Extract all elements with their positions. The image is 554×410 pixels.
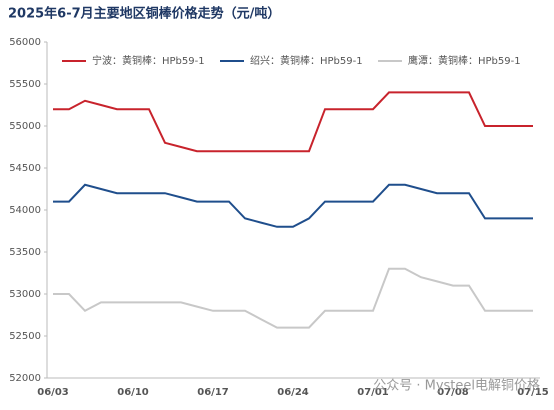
y-tick-label: 55000 (9, 121, 41, 132)
legend-label: 宁波：黄铜棒：HPb59-1 (92, 54, 205, 67)
y-tick-label: 52000 (9, 373, 41, 384)
x-tick-label: 06/03 (37, 387, 69, 398)
series-line (53, 91, 533, 153)
y-tick-label: 55500 (9, 79, 41, 90)
series-line (53, 183, 533, 228)
y-tick-label: 54000 (9, 205, 41, 216)
y-tick-label: 54500 (9, 163, 41, 174)
y-tick-label: 52500 (9, 331, 41, 342)
series-line (53, 267, 533, 329)
y-tick-label: 56000 (9, 37, 41, 48)
x-tick-label: 06/17 (197, 387, 229, 398)
x-tick-label: 07/01 (357, 387, 389, 398)
x-tick-label: 06/10 (117, 387, 149, 398)
legend-label: 鹰潭：黄铜棒：HPb59-1 (408, 54, 521, 67)
chart-title: 2025年6-7月主要地区铜棒价格走势（元/吨） (8, 6, 280, 22)
y-tick-label: 53500 (9, 247, 41, 258)
legend-label: 绍兴：黄铜棒：HPb59-1 (250, 54, 363, 67)
x-tick-label: 06/24 (277, 387, 309, 398)
x-tick-label: 07/08 (437, 387, 469, 398)
y-tick-label: 53000 (9, 289, 41, 300)
x-tick-label: 07/15 (517, 387, 549, 398)
watermark: 公众号 · Mysteel电解铜价格 (373, 378, 540, 394)
